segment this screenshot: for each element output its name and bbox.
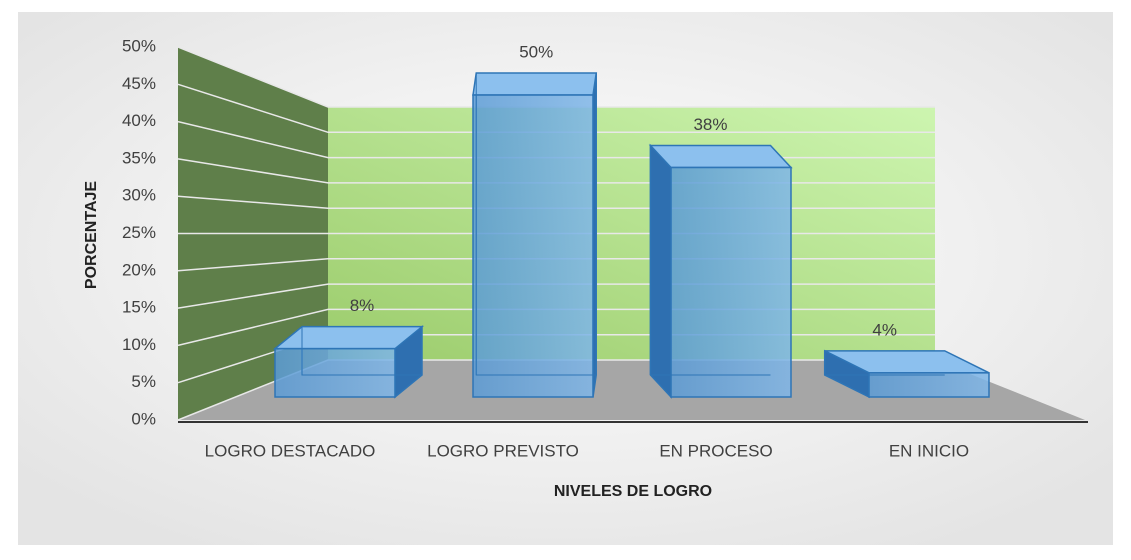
y-tick-label: 0% xyxy=(131,409,156,428)
y-tick-label: 40% xyxy=(122,111,156,130)
x-tick-label: EN INICIO xyxy=(889,441,969,460)
bar-edge xyxy=(475,73,597,376)
y-tick-label: 45% xyxy=(122,74,156,93)
grid-line xyxy=(177,83,935,134)
grid-line xyxy=(177,46,935,108)
data-label: 38% xyxy=(693,115,727,134)
x-tick-label: LOGRO DESTACADO xyxy=(205,441,376,460)
y-tick-label: 30% xyxy=(122,186,156,205)
bar xyxy=(274,347,396,398)
y-tick-label: 5% xyxy=(131,372,156,391)
bar-top xyxy=(472,72,598,96)
y-tick-label: 25% xyxy=(122,223,156,242)
bar-edge xyxy=(649,145,771,376)
bar-top xyxy=(272,325,425,350)
x-axis-title: NIVELES DE LOGRO xyxy=(554,483,712,500)
bar-edge xyxy=(824,350,945,376)
y-tick-label: 20% xyxy=(122,260,156,279)
x-tick-label: EN PROCESO xyxy=(659,441,772,460)
y-tick-label: 50% xyxy=(122,36,156,55)
bar-side xyxy=(649,143,672,399)
data-label: 8% xyxy=(350,296,375,315)
data-label: 4% xyxy=(872,320,897,339)
x-tick-label: LOGRO PREVISTO xyxy=(427,441,579,460)
data-label: 50% xyxy=(519,42,553,61)
bar xyxy=(472,94,594,398)
bar xyxy=(670,166,792,398)
y-tick-label: 35% xyxy=(122,148,156,167)
bar-top xyxy=(648,144,793,169)
bar xyxy=(868,372,990,398)
bar-edge xyxy=(301,326,422,376)
y-tick-label: 10% xyxy=(122,335,156,354)
y-axis-title: PORCENTAJE xyxy=(83,181,100,289)
y-tick-label: 15% xyxy=(122,298,156,317)
